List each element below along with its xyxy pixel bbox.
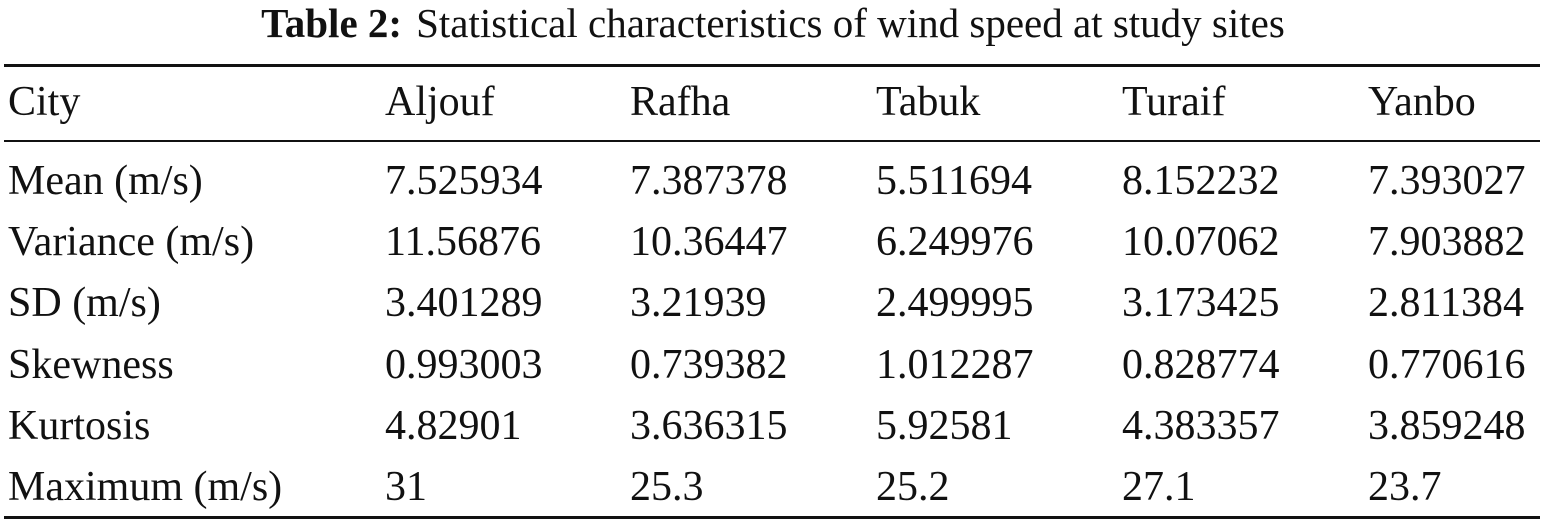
data-cell: 25.3 [630, 464, 704, 510]
row-label: SD (m/s) [8, 280, 161, 327]
data-cell: 23.7 [1368, 464, 1442, 510]
data-cell: 7.387378 [630, 158, 788, 204]
table-caption: Table 2: Statistical characteristics of w… [0, 0, 1546, 46]
data-cell: 3.21939 [630, 280, 767, 327]
data-cell: 4.82901 [385, 402, 522, 449]
data-cell: 10.36447 [630, 219, 788, 266]
data-cell: 2.499995 [876, 280, 1034, 327]
header-cell: Tabuk [876, 79, 981, 125]
caption-label: Table 2: [261, 0, 403, 46]
caption-text: Statistical characteristics of wind spee… [416, 0, 1285, 46]
data-cell: 0.739382 [630, 341, 788, 388]
header-cell: Yanbo [1368, 79, 1476, 125]
header-cell: Turaif [1122, 79, 1226, 125]
top-rule [4, 64, 1540, 67]
data-cell: 27.1 [1122, 464, 1196, 510]
data-cell: 31 [385, 464, 427, 510]
data-cell: 3.401289 [385, 280, 543, 327]
header-rule [4, 140, 1540, 142]
row-label: Variance (m/s) [8, 219, 255, 266]
data-cell: 0.828774 [1122, 341, 1280, 388]
bottom-rule [4, 516, 1540, 519]
data-cell: 8.152232 [1122, 158, 1280, 204]
row-label: Skewness [8, 341, 174, 388]
data-cell: 5.92581 [876, 402, 1013, 449]
data-cell: 7.525934 [385, 158, 543, 204]
data-cell: 10.07062 [1122, 219, 1280, 266]
header-cell: City [8, 79, 81, 125]
data-cell: 6.249976 [876, 219, 1034, 266]
data-cell: 2.811384 [1368, 280, 1524, 327]
data-cell: 11.56876 [385, 219, 541, 266]
header-cell: Aljouf [385, 79, 495, 125]
header-cell: Rafha [630, 79, 731, 125]
data-cell: 25.2 [876, 464, 950, 510]
data-cell: 7.903882 [1368, 219, 1526, 266]
data-cell: 5.511694 [876, 158, 1032, 204]
data-cell: 4.383357 [1122, 402, 1280, 449]
row-label: Mean (m/s) [8, 158, 203, 204]
data-cell: 1.012287 [876, 341, 1034, 388]
data-cell: 3.173425 [1122, 280, 1280, 327]
data-cell: 3.636315 [630, 402, 788, 449]
row-label: Maximum (m/s) [8, 464, 283, 510]
data-cell: 7.393027 [1368, 158, 1526, 204]
data-cell: 0.993003 [385, 341, 543, 388]
row-label: Kurtosis [8, 402, 151, 449]
data-cell: 3.859248 [1368, 402, 1526, 449]
data-cell: 0.770616 [1368, 341, 1526, 388]
